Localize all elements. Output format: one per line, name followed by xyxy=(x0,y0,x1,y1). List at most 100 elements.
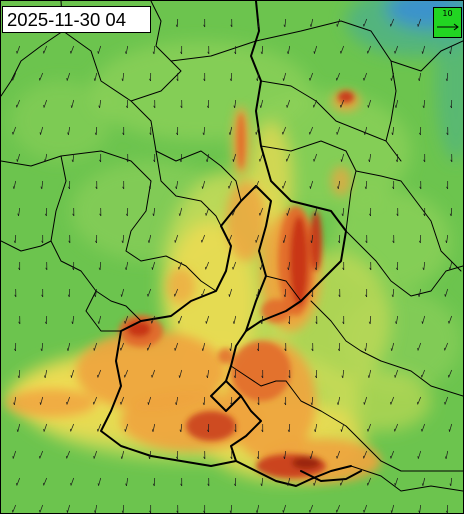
wind-arrow-head xyxy=(13,402,15,406)
wind-arrow-icon xyxy=(18,369,21,379)
wind-arrow-head xyxy=(16,159,18,162)
wind-arrow-head xyxy=(283,456,285,460)
wind-arrow-icon xyxy=(41,180,44,190)
wind-arrow-head xyxy=(313,51,315,54)
wind-arrow-head xyxy=(179,429,182,433)
wind-arrow-icon xyxy=(363,450,368,459)
wind-arrow-head xyxy=(364,186,367,190)
wind-arrow-head xyxy=(260,51,263,55)
wind-arrow-icon xyxy=(257,72,260,81)
wind-arrow-icon xyxy=(365,342,368,351)
wind-arrow-head xyxy=(363,132,366,135)
wind-arrow-head xyxy=(310,240,313,244)
wind-arrow-icon xyxy=(394,423,399,432)
wind-arrow-head xyxy=(445,456,447,459)
wind-arrow-head xyxy=(228,294,230,297)
wind-arrow-head xyxy=(175,456,178,460)
wind-arrow-head xyxy=(395,321,397,325)
wind-arrow-icon xyxy=(418,288,422,297)
wind-arrow-icon xyxy=(284,288,287,298)
wind-arrow-icon xyxy=(392,126,395,135)
wind-arrow-icon xyxy=(232,261,237,270)
wind-arrow-head xyxy=(203,78,206,82)
wind-arrow-icon xyxy=(394,45,399,54)
wind-arrow-icon xyxy=(367,423,372,432)
wind-arrow-icon xyxy=(99,261,102,271)
wind-arrow-head xyxy=(120,294,122,297)
wind-arrow-icon xyxy=(94,504,98,513)
wind-arrow-head xyxy=(152,51,155,55)
wind-arrow-icon xyxy=(120,342,125,351)
wind-arrow-head xyxy=(229,78,232,82)
wind-arrow-icon xyxy=(121,450,125,459)
wind-arrow-head xyxy=(337,402,339,405)
wind-arrow-head xyxy=(282,510,284,513)
wind-arrow-head xyxy=(369,213,371,217)
wind-arrow-icon xyxy=(314,207,318,216)
wind-arrow-icon xyxy=(229,126,233,135)
wind-arrow-icon xyxy=(41,342,44,352)
wind-arrow-icon xyxy=(392,288,395,298)
wind-arrow-icon xyxy=(72,153,75,163)
wind-arrow-icon xyxy=(367,477,372,486)
wind-arrow-head xyxy=(207,429,209,433)
wind-arrow-icon xyxy=(147,342,152,351)
wind-arrow-head xyxy=(67,132,69,136)
wind-arrow-head xyxy=(203,510,206,513)
wind-arrow-head xyxy=(228,132,231,135)
wind-arrow-head xyxy=(95,240,97,244)
wind-arrow-head xyxy=(175,186,177,190)
arrow-right-icon xyxy=(437,23,459,31)
wind-arrow-head xyxy=(16,429,19,432)
wind-arrow-head xyxy=(152,213,155,217)
wind-arrow-head xyxy=(206,105,209,109)
wind-arrow-head xyxy=(207,51,210,55)
wind-arrow-icon xyxy=(446,72,449,82)
wind-arrow-icon xyxy=(126,477,129,486)
wind-arrow-head xyxy=(311,294,314,298)
wind-arrow-head xyxy=(260,483,263,487)
timestamp-label: 2025-11-30 04 xyxy=(2,6,151,33)
wind-arrow-icon xyxy=(256,504,260,513)
wind-arrow-icon xyxy=(336,450,341,459)
wind-arrow-head xyxy=(391,132,394,136)
wind-arrow-icon xyxy=(95,126,98,136)
wind-arrow-icon xyxy=(450,45,453,54)
wind-arrow-icon xyxy=(66,72,71,81)
wind-arrow-icon xyxy=(314,45,318,54)
wind-arrow-head xyxy=(68,186,70,190)
wind-arrow-head xyxy=(17,213,19,217)
wind-arrow-icon xyxy=(151,315,156,324)
wind-arrow-head xyxy=(205,321,207,324)
wind-arrow-icon xyxy=(261,315,264,325)
wind-arrow-icon xyxy=(422,315,426,324)
wind-arrow-icon xyxy=(70,423,75,432)
wind-arrow-icon xyxy=(43,99,48,108)
wind-arrow-head xyxy=(287,51,289,55)
wind-arrow-icon xyxy=(93,450,98,459)
wind-arrow-head xyxy=(207,483,210,487)
wind-arrow-head xyxy=(97,321,100,324)
wind-arrow-icon xyxy=(97,423,102,432)
wind-arrow-icon xyxy=(340,99,345,108)
wind-arrow-head xyxy=(70,375,72,378)
wind-arrow-head xyxy=(125,267,127,271)
wind-arrow-icon xyxy=(152,261,156,270)
wind-arrow-head xyxy=(178,213,181,216)
wind-arrow-head xyxy=(391,294,394,298)
wind-arrow-head xyxy=(423,159,426,163)
wind-arrow-head xyxy=(230,24,233,28)
wind-arrow-icon xyxy=(423,99,426,109)
scale-value-label: 10 xyxy=(442,9,453,18)
wind-arrow-head xyxy=(149,78,151,82)
wind-arrow-icon xyxy=(147,288,152,297)
wind-arrow-head xyxy=(234,483,236,487)
wind-arrow-head xyxy=(14,348,16,352)
wind-arrow-icon xyxy=(43,45,48,54)
wind-arrow-icon xyxy=(313,477,318,486)
wind-arrow-icon xyxy=(99,99,102,108)
wind-arrow-head xyxy=(445,78,448,82)
wind-arrow-head xyxy=(148,456,151,460)
wind-arrow-head xyxy=(229,510,232,513)
wind-arrow-head xyxy=(175,24,178,28)
